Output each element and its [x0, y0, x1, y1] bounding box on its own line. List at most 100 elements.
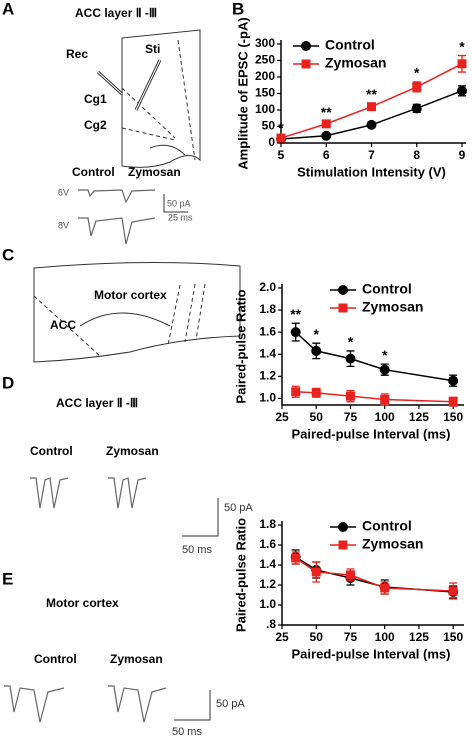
legend-marker: [338, 540, 348, 550]
x-tick-label: 7: [368, 148, 375, 162]
legend-marker: [301, 59, 311, 69]
scale-bar: [182, 498, 219, 537]
significance: *: [348, 334, 354, 350]
scale-label: 50 ms: [182, 544, 212, 556]
panel-label: D: [2, 373, 14, 392]
y-tick-label: 1.4: [259, 346, 276, 360]
y-tick-label: 1.2: [259, 368, 276, 382]
marker: [380, 583, 390, 593]
marker: [448, 375, 459, 386]
trace-label: Zymosan: [106, 444, 159, 458]
trace-label: 6V: [58, 187, 69, 197]
marker: [276, 133, 286, 143]
y-tick-label: 1.0: [259, 391, 276, 405]
panel-label: C: [2, 245, 14, 264]
significance: *: [382, 347, 388, 363]
x-tick-label: 125: [409, 410, 429, 424]
scale-label: 50 pA: [224, 502, 253, 514]
x-tick-label: 25: [275, 410, 289, 424]
marker: [457, 85, 467, 96]
y-tick-label: 250: [255, 53, 275, 67]
marker: [411, 103, 422, 114]
marker: [290, 327, 301, 338]
x-axis-label: Paired-pulse Interval (ms): [292, 646, 451, 661]
x-tick-label: 100: [375, 630, 395, 644]
diagram-label: Motor cortex: [94, 288, 167, 302]
scale-label: 50 pA: [216, 698, 245, 710]
legend-label: Control: [362, 518, 412, 534]
trace-label: Zymosan: [110, 652, 163, 666]
y-tick-label: 1.0: [259, 597, 276, 611]
legend-marker: [338, 522, 348, 532]
diagram-label: Sti: [145, 42, 160, 56]
x-tick-label: 75: [344, 630, 358, 644]
y-tick-label: 50: [262, 119, 276, 133]
series-line: [295, 331, 454, 382]
legend-marker: [338, 303, 348, 313]
significance: *: [278, 119, 284, 135]
marker: [345, 391, 355, 401]
y-tick-label: 0: [268, 135, 275, 149]
trace-label: Control: [34, 652, 77, 666]
x-tick-label: 100: [375, 410, 395, 424]
x-tick-label: 50: [310, 410, 324, 424]
x-tick-label: 50: [310, 630, 324, 644]
diagram-label: ACC: [50, 318, 76, 332]
brain-diagram: [33, 261, 241, 363]
marker: [457, 59, 467, 69]
scale-label: 50 pA: [167, 198, 191, 208]
diagram-label: Rec: [66, 47, 88, 61]
panel-label: B: [232, 0, 244, 18]
marker: [291, 553, 301, 563]
y-tick-label: .8: [266, 617, 276, 631]
y-tick-label: 300: [255, 36, 275, 50]
x-tick-label: 8: [413, 148, 420, 162]
x-tick-label: 75: [344, 410, 358, 424]
legend-marker: [338, 285, 348, 295]
marker: [311, 388, 321, 398]
legend-label: Zymosan: [362, 299, 423, 315]
legend-label: Zymosan: [362, 536, 423, 552]
x-tick-label: 5: [278, 148, 285, 162]
marker: [311, 345, 322, 356]
marker: [412, 82, 422, 92]
y-tick-label: 1.2: [259, 577, 276, 591]
y-axis-label: Paired-pulse Ratio: [233, 518, 248, 632]
panel-title: ACC layer Ⅱ -Ⅲ: [56, 396, 138, 410]
trace-label: Zymosan: [128, 165, 181, 179]
y-tick-label: 1.6: [259, 324, 276, 338]
marker: [448, 586, 458, 596]
x-tick-label: 6: [323, 148, 330, 162]
marker: [448, 397, 458, 407]
y-tick-label: 2.0: [259, 280, 276, 294]
scale-label: 25 ms: [168, 212, 193, 222]
significance: *: [414, 65, 420, 81]
legend-label: Control: [325, 37, 375, 53]
marker: [366, 119, 377, 130]
marker: [321, 130, 332, 141]
trace-label: Control: [30, 444, 73, 458]
significance: *: [459, 38, 465, 54]
marker: [345, 570, 355, 580]
trace: [78, 189, 156, 204]
marker: [311, 567, 321, 577]
marker: [321, 119, 331, 129]
panel-title: ACC layer Ⅱ -Ⅲ: [75, 6, 157, 20]
x-tick-label: 9: [459, 148, 466, 162]
marker: [379, 364, 390, 375]
x-tick-label: 150: [443, 410, 463, 424]
trace-label: Control: [72, 165, 115, 179]
x-tick-label: 25: [275, 630, 289, 644]
marker: [345, 353, 356, 364]
scale-bar: [163, 194, 188, 213]
legend-label: Zymosan: [325, 55, 386, 71]
y-axis-label: Paired-pulse Ratio: [233, 289, 248, 403]
scale-label: 50 ms: [172, 726, 202, 738]
trace: [30, 477, 69, 509]
trace: [108, 685, 167, 723]
x-axis-label: Stimulation Intensity (V): [297, 164, 446, 179]
trace: [4, 685, 65, 723]
y-tick-label: 1.8: [259, 302, 276, 316]
significance: **: [321, 104, 332, 120]
